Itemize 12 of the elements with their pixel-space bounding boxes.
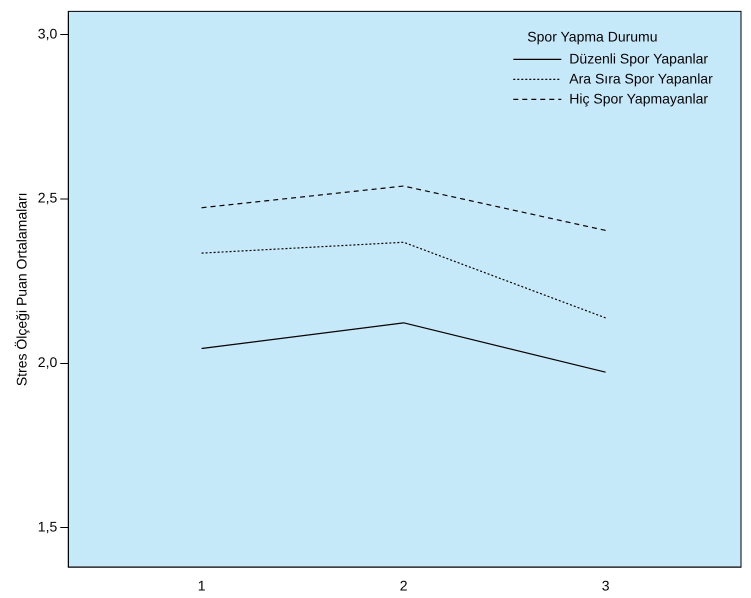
y-tick-label: 1,5: [38, 518, 58, 535]
y-tick-label: 3,0: [38, 25, 58, 42]
legend-label: Düzenli Spor Yapanlar: [569, 50, 708, 66]
y-axis-title: Stres Ölçeği Puan Ortalamaları: [13, 192, 30, 386]
x-tick-label: 3: [602, 577, 610, 594]
y-tick-label: 2,0: [38, 354, 58, 370]
x-tick-label: 2: [400, 577, 408, 594]
legend-title: Spor Yapma Durumu: [527, 28, 658, 44]
legend-label: Ara Sıra Spor Yapanlar: [569, 70, 714, 86]
x-tick-label: 1: [198, 577, 206, 594]
y-tick-label: 2,5: [38, 190, 58, 206]
legend-label: Hiç Spor Yapmayanlar: [569, 90, 708, 106]
